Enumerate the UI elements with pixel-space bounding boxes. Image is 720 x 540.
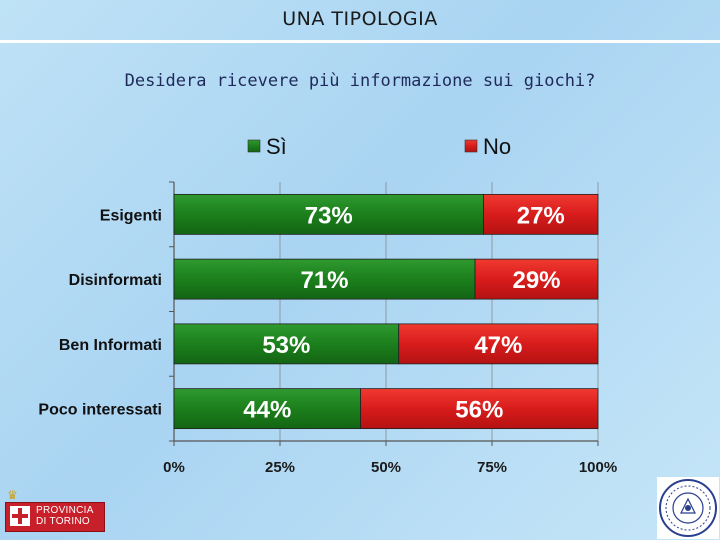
logo-badge: PROVINCIA DI TORINO <box>5 502 105 532</box>
x-tick-label: 50% <box>371 459 401 476</box>
category-label: Ben Informati <box>59 337 162 354</box>
bar-si <box>173 258 476 300</box>
legend-label-si: Sì <box>266 134 287 159</box>
legend: Sì No <box>247 134 511 159</box>
x-tick-label: 0% <box>163 459 185 476</box>
category-label: Esigenti <box>100 207 162 224</box>
x-tick-label: 75% <box>477 459 507 476</box>
bar-no <box>474 258 599 300</box>
data-label-si: 44% <box>243 397 291 424</box>
category-label: Disinformati <box>69 272 162 289</box>
data-label-no: 27% <box>517 202 565 229</box>
title-divider <box>0 40 720 43</box>
logo-line-2: DI TORINO <box>36 516 91 527</box>
labels: Esigenti 73% 27% Disinformati 71% 29% Ben Info… <box>38 202 564 423</box>
data-label-si: 71% <box>300 267 348 294</box>
bars <box>173 193 599 430</box>
bar-no <box>360 388 599 430</box>
chart-question: Desidera ricevere più informazione sui g… <box>124 71 596 91</box>
bar-no <box>483 193 599 235</box>
data-label-no: 29% <box>512 267 560 294</box>
legend-swatch-no <box>464 139 478 153</box>
data-label-no: 47% <box>474 332 522 359</box>
bar-no <box>398 323 599 365</box>
bar-si <box>173 193 484 235</box>
page-title: UNA TIPOLOGIA <box>282 8 438 30</box>
x-tick-label: 25% <box>265 459 295 476</box>
bar-si <box>173 388 361 430</box>
data-label-no: 56% <box>455 397 503 424</box>
logo-line-1: PROVINCIA <box>36 505 94 516</box>
seal-icon <box>657 477 719 539</box>
legend-label-no: No <box>483 134 511 159</box>
bar-si <box>173 323 400 365</box>
category-label: Poco interessati <box>38 402 162 419</box>
x-tick-label: 100% <box>579 459 617 476</box>
cross-icon <box>10 506 30 526</box>
crown-icon: ♛ <box>7 488 18 502</box>
legend-swatch-si <box>247 139 261 153</box>
data-label-si: 53% <box>262 332 310 359</box>
data-label-si: 73% <box>305 202 353 229</box>
provincia-logo: ♛ PROVINCIA DI TORINO <box>5 488 105 532</box>
